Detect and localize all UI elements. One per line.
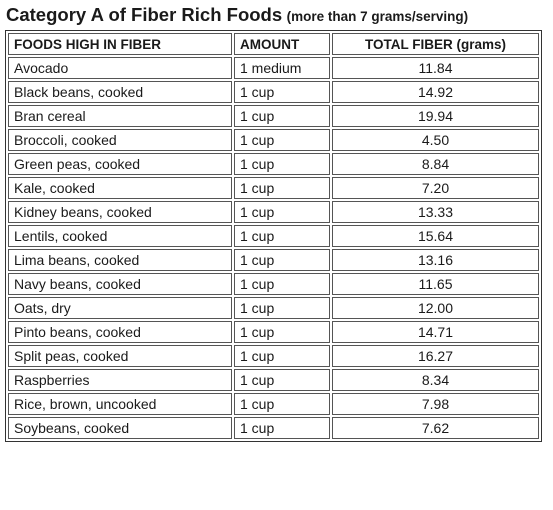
cell-food: Split peas, cooked: [8, 345, 232, 367]
table-row: Raspberries 1 cup 8.34: [8, 369, 539, 391]
cell-total-fiber: 14.92: [332, 81, 539, 103]
table-row: Avocado 1 medium 11.84: [8, 57, 539, 79]
cell-total-fiber: 14.71: [332, 321, 539, 343]
cell-food: Avocado: [8, 57, 232, 79]
cell-total-fiber: 7.62: [332, 417, 539, 439]
column-header-food: FOODS HIGH IN FIBER: [8, 33, 232, 55]
cell-amount: 1 cup: [234, 417, 330, 439]
cell-food: Raspberries: [8, 369, 232, 391]
table-row: Navy beans, cooked 1 cup 11.65: [8, 273, 539, 295]
cell-food: Kidney beans, cooked: [8, 201, 232, 223]
cell-total-fiber: 12.00: [332, 297, 539, 319]
table-header-row: FOODS HIGH IN FIBER AMOUNT TOTAL FIBER (…: [8, 33, 539, 55]
cell-total-fiber: 13.33: [332, 201, 539, 223]
cell-amount: 1 cup: [234, 249, 330, 271]
table-row: Kidney beans, cooked 1 cup 13.33: [8, 201, 539, 223]
cell-amount: 1 cup: [234, 105, 330, 127]
cell-food: Oats, dry: [8, 297, 232, 319]
column-header-amount: AMOUNT: [234, 33, 330, 55]
cell-food: Navy beans, cooked: [8, 273, 232, 295]
cell-food: Soybeans, cooked: [8, 417, 232, 439]
fiber-table: FOODS HIGH IN FIBER AMOUNT TOTAL FIBER (…: [5, 30, 542, 442]
cell-food: Lima beans, cooked: [8, 249, 232, 271]
cell-total-fiber: 4.50: [332, 129, 539, 151]
cell-food: Pinto beans, cooked: [8, 321, 232, 343]
table-body: Avocado 1 medium 11.84 Black beans, cooked 1…: [8, 57, 539, 439]
table-row: Kale, cooked 1 cup 7.20: [8, 177, 539, 199]
cell-total-fiber: 7.98: [332, 393, 539, 415]
cell-amount: 1 cup: [234, 225, 330, 247]
table-row: Split peas, cooked 1 cup 16.27: [8, 345, 539, 367]
table-row: Soybeans, cooked 1 cup 7.62: [8, 417, 539, 439]
cell-food: Kale, cooked: [8, 177, 232, 199]
cell-amount: 1 cup: [234, 321, 330, 343]
cell-amount: 1 cup: [234, 81, 330, 103]
cell-food: Broccoli, cooked: [8, 129, 232, 151]
cell-total-fiber: 13.16: [332, 249, 539, 271]
column-header-total-fiber: TOTAL FIBER (grams): [332, 33, 539, 55]
cell-total-fiber: 11.65: [332, 273, 539, 295]
cell-amount: 1 cup: [234, 129, 330, 151]
cell-amount: 1 medium: [234, 57, 330, 79]
page-title: Category A of Fiber Rich Foods (more tha…: [6, 3, 468, 29]
cell-food: Rice, brown, uncooked: [8, 393, 232, 415]
cell-amount: 1 cup: [234, 297, 330, 319]
cell-total-fiber: 11.84: [332, 57, 539, 79]
table-row: Broccoli, cooked 1 cup 4.50: [8, 129, 539, 151]
table-row: Pinto beans, cooked 1 cup 14.71: [8, 321, 539, 343]
cell-amount: 1 cup: [234, 153, 330, 175]
cell-total-fiber: 15.64: [332, 225, 539, 247]
cell-total-fiber: 19.94: [332, 105, 539, 127]
cell-amount: 1 cup: [234, 345, 330, 367]
cell-amount: 1 cup: [234, 177, 330, 199]
table-row: Rice, brown, uncooked 1 cup 7.98: [8, 393, 539, 415]
cell-food: Lentils, cooked: [8, 225, 232, 247]
table-row: Lima beans, cooked 1 cup 13.16: [8, 249, 539, 271]
cell-total-fiber: 8.84: [332, 153, 539, 175]
title-text: Category A of Fiber Rich Foods: [6, 4, 283, 25]
cell-amount: 1 cup: [234, 369, 330, 391]
table-row: Oats, dry 1 cup 12.00: [8, 297, 539, 319]
cell-amount: 1 cup: [234, 393, 330, 415]
cell-total-fiber: 16.27: [332, 345, 539, 367]
table-row: Bran cereal 1 cup 19.94: [8, 105, 539, 127]
cell-amount: 1 cup: [234, 273, 330, 295]
cell-food: Bran cereal: [8, 105, 232, 127]
table-row: Black beans, cooked 1 cup 14.92: [8, 81, 539, 103]
cell-amount: 1 cup: [234, 201, 330, 223]
table-row: Green peas, cooked 1 cup 8.84: [8, 153, 539, 175]
table-row: Lentils, cooked 1 cup 15.64: [8, 225, 539, 247]
cell-food: Green peas, cooked: [8, 153, 232, 175]
subtitle-text: (more than 7 grams/serving): [286, 9, 469, 24]
cell-total-fiber: 8.34: [332, 369, 539, 391]
cell-total-fiber: 7.20: [332, 177, 539, 199]
cell-food: Black beans, cooked: [8, 81, 232, 103]
